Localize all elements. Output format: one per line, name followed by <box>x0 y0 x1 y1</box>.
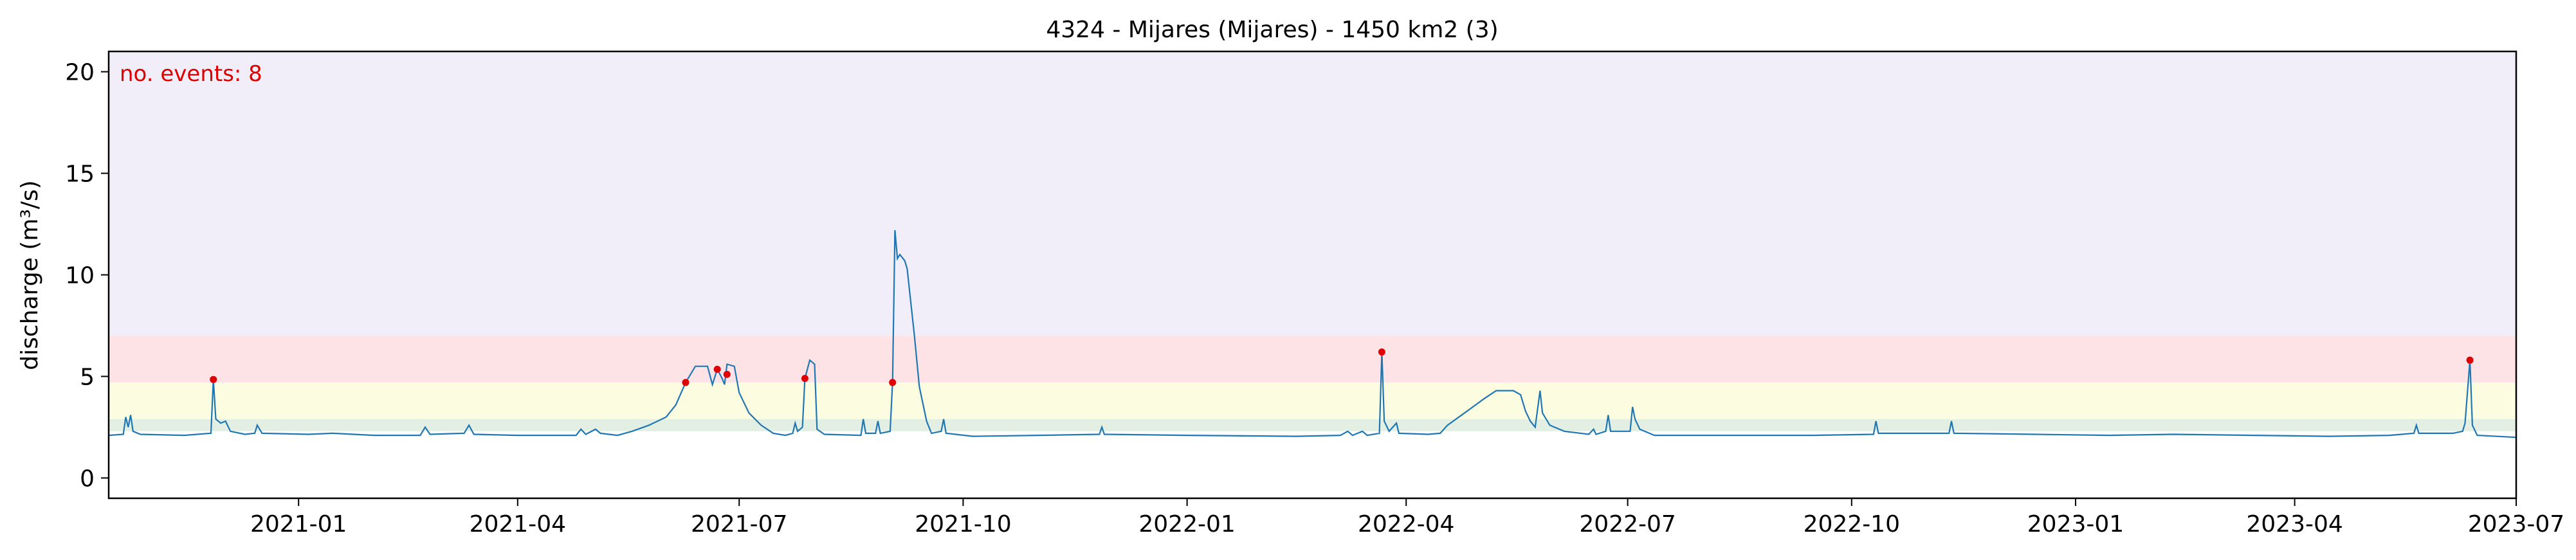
y-tick-label: 20 <box>65 60 95 86</box>
event-marker <box>713 365 721 373</box>
event-marker <box>210 375 217 383</box>
x-tick-label: 2021-10 <box>915 511 1011 537</box>
event-marker <box>2466 356 2474 364</box>
x-tick-label: 2021-07 <box>691 511 787 537</box>
x-tick-label: 2021-04 <box>470 511 566 537</box>
event-marker <box>1378 348 1385 356</box>
event-marker <box>889 379 897 386</box>
y-tick-label: 0 <box>80 465 95 492</box>
threshold-band-1 <box>109 382 2516 419</box>
threshold-band-3 <box>109 51 2516 336</box>
discharge-series-line <box>108 230 2517 438</box>
event-marker <box>723 370 731 378</box>
threshold-bands <box>109 51 2516 431</box>
x-tick-label: 2023-07 <box>2468 511 2564 537</box>
x-tick-label: 2021-01 <box>250 511 347 537</box>
event-marker <box>682 379 690 386</box>
event-marker <box>801 375 808 383</box>
x-tick-label: 2022-07 <box>1579 511 1676 537</box>
y-axis-label: discharge (m³/s) <box>17 180 43 370</box>
x-axis: 2021-01 2021-04 2021-07 2021-10 2022-01 2022-… <box>250 498 2564 537</box>
events-count-annotation: no. events: 8 <box>120 61 262 87</box>
x-tick-label: 2022-10 <box>1804 511 1900 537</box>
threshold-band-0 <box>109 419 2516 431</box>
y-tick-label: 5 <box>80 364 95 390</box>
threshold-band-2 <box>109 336 2516 383</box>
chart-title: 4324 - Mijares (Mijares) - 1450 km2 (3) <box>1046 17 1498 43</box>
x-tick-label: 2022-01 <box>1138 511 1235 537</box>
y-axis: 0 5 10 15 20 <box>65 60 109 492</box>
x-tick-label: 2023-01 <box>2027 511 2124 537</box>
y-tick-label: 15 <box>65 161 95 188</box>
plot-area <box>107 50 2517 500</box>
x-tick-label: 2022-04 <box>1358 511 1454 537</box>
x-tick-label: 2023-04 <box>2246 511 2343 537</box>
y-tick-label: 10 <box>65 263 95 289</box>
event-markers <box>210 348 2474 386</box>
